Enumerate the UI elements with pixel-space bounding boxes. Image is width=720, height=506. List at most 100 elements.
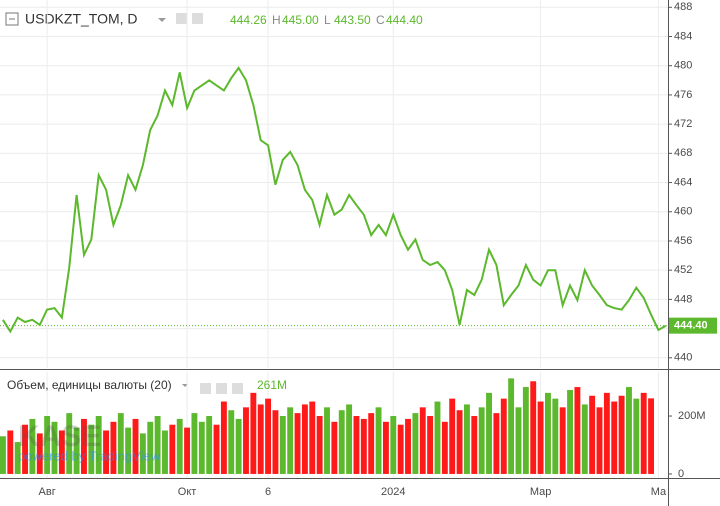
ohlc-key: С (376, 13, 385, 27)
volume-bar (257, 404, 264, 474)
volume-bar (405, 418, 411, 474)
volume-bar (353, 416, 360, 474)
x-tick-label: Ма (651, 486, 667, 498)
eye-icon[interactable] (200, 383, 211, 394)
x-tick-label: Мар (530, 486, 552, 498)
volume-bar (574, 387, 581, 474)
volume-bar (368, 413, 375, 474)
settings-icon[interactable] (192, 13, 203, 24)
volume-bar (103, 430, 110, 474)
dropdown[interactable] (158, 18, 166, 22)
volume-bar (493, 413, 500, 474)
volume-bar (147, 421, 154, 474)
volume-bar (265, 398, 272, 474)
volume-bar (397, 424, 404, 474)
y-tick-label: 460 (674, 206, 692, 218)
volume-bar (456, 410, 463, 474)
y-tick-label: 200M (678, 410, 706, 422)
close-icon[interactable] (232, 383, 243, 394)
volume-bar (338, 410, 345, 474)
volume-bar (88, 424, 95, 474)
x-tick-label: 2024 (381, 486, 405, 498)
x-tick-label: Окт (178, 486, 197, 498)
volume-bar (110, 421, 117, 474)
volume-bar (29, 418, 36, 474)
y-tick-label: 480 (674, 60, 692, 72)
volume-bar (486, 392, 492, 474)
volume-bar (419, 407, 426, 474)
volume-bar (515, 407, 522, 474)
volume-bar (220, 401, 227, 474)
volume-bar (316, 416, 323, 474)
volume-bar (206, 416, 213, 474)
volume-bar (508, 378, 515, 474)
y-tick-label: 448 (674, 293, 692, 305)
price-line (2, 66, 667, 334)
volume-bar (567, 389, 573, 474)
volume-bar (44, 416, 51, 474)
last-price-label: 444.40 (674, 320, 708, 332)
volume-bar (427, 416, 434, 474)
volume-bar (198, 421, 205, 474)
volume-bar (81, 418, 87, 474)
volume-bar (390, 416, 397, 474)
y-tick-label: 456 (674, 235, 692, 247)
symbol-icon[interactable] (5, 12, 19, 26)
settings-icon[interactable] (216, 383, 227, 394)
volume-bar (279, 416, 286, 474)
volume-bar (618, 395, 625, 474)
volume-bar (0, 436, 6, 474)
volume-bar (346, 404, 353, 474)
volume-bar (552, 398, 559, 474)
volume-bar (73, 427, 80, 474)
volume-bar (58, 430, 65, 474)
x-tick-label: 6 (265, 486, 271, 498)
volume-bar (471, 416, 478, 474)
volume-bar (95, 416, 102, 474)
volume-bar (132, 418, 139, 474)
volume-bar (213, 424, 220, 474)
y-tick-label: 476 (674, 89, 692, 101)
volume-bar (331, 421, 338, 474)
volume-bar (640, 392, 647, 474)
y-tick-label: 488 (674, 1, 692, 13)
volume-bar (294, 413, 301, 474)
volume-bar (611, 401, 618, 474)
last-price-badge (669, 317, 717, 334)
dropdown[interactable] (182, 384, 188, 387)
volume-bar (441, 421, 448, 474)
volume-bar (603, 392, 610, 474)
volume-bar (522, 387, 529, 474)
volume-bar (478, 407, 485, 474)
ohlc-value: 444.26 (230, 13, 267, 27)
watermark: KASE (18, 420, 101, 453)
volume-bar (301, 404, 308, 474)
volume-bar (125, 427, 132, 474)
y-tick-label: 452 (674, 264, 692, 276)
volume-bar (154, 416, 161, 474)
volume-bar (243, 407, 249, 474)
watermark: powered by TradingView (18, 448, 161, 463)
volume-bar (581, 404, 588, 474)
y-tick-label: 440 (674, 352, 692, 364)
volume-bar (500, 398, 507, 474)
ohlc-key: Н (272, 13, 281, 27)
volume-bar (191, 413, 198, 474)
volume-bar (169, 424, 176, 474)
volume-bar (14, 442, 21, 474)
volume-bar (324, 407, 330, 474)
volume-bar (228, 410, 235, 474)
ohlc-value: 445.00 (282, 13, 319, 27)
volume-bar (176, 418, 183, 474)
volume-bar (184, 427, 191, 474)
volume-bar (375, 407, 382, 474)
indicator-value: 261M (257, 378, 287, 392)
volume-bar (434, 401, 441, 474)
ohlc-key: L (324, 13, 331, 27)
volume-bar (589, 395, 596, 474)
volume-bar (412, 413, 419, 474)
volume-bar (117, 413, 124, 474)
y-tick-label: 472 (674, 118, 692, 130)
eye-icon[interactable] (176, 13, 187, 24)
